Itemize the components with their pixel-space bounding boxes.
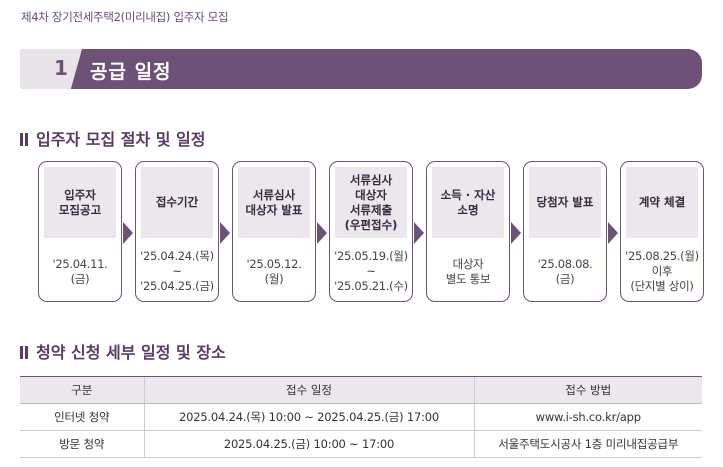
- step-box: 서류심사 대상자 서류제출 (우편접수) '25.05.19.(월) ~ '25…: [329, 161, 413, 302]
- section-number-box: [20, 49, 82, 89]
- heading-marker: [20, 133, 23, 146]
- step-title: 서류심사 대상자 서류제출 (우편접수): [335, 167, 407, 238]
- step-title: 당첨자 발표: [529, 167, 601, 238]
- table-cell: 방문 청약: [20, 430, 144, 458]
- section-title: 공급 일정: [90, 61, 172, 83]
- step-box: 접수기간 '25.04.24.(목) ~ '25.04.25.(금): [135, 161, 219, 302]
- step-box: 입주자 모집공고 '25.04.11. (금): [38, 161, 122, 302]
- step-arrow: [414, 222, 424, 244]
- step-arrow: [123, 222, 133, 244]
- step-arrow: [511, 222, 521, 244]
- application-heading-text: 청약 신청 세부 일정 및 장소: [36, 343, 226, 362]
- step-arrow: [220, 222, 230, 244]
- step-date: '25.05.12. (월): [246, 256, 302, 286]
- step-box: 소득 · 자산 소명 대상자 별도 통보: [426, 161, 510, 302]
- table-row: 인터넷 청약 2025.04.24.(목) 10:00 ~ 2025.04.25…: [20, 403, 702, 431]
- table-row: 방문 청약 2025.04.25.(금) 10:00 ~ 17:00 서울주택도…: [20, 430, 702, 458]
- table-cell: 인터넷 청약: [20, 403, 144, 431]
- procedure-heading: 입주자 모집 절차 및 일정: [20, 126, 205, 150]
- step-title: 서류심사 대상자 발표: [238, 167, 310, 238]
- table-cell: 서울주택도시공사 1층 미리내집공급부: [473, 430, 702, 458]
- step-title: 계약 체결: [626, 167, 698, 238]
- step-box: 서류심사 대상자 발표 '25.05.12. (월): [232, 161, 316, 302]
- table-header-row: 구분 접수 일정 접수 방법: [20, 376, 702, 404]
- document-title: 제4차 장기전세주택2(미리내집) 입주자 모집: [21, 10, 229, 24]
- step-title: 소득 · 자산 소명: [432, 167, 504, 238]
- procedure-heading-text: 입주자 모집 절차 및 일정: [36, 130, 206, 149]
- step-date: '25.08.08. (금): [537, 256, 593, 286]
- column-header: 접수 방법: [473, 376, 702, 404]
- step-date: '25.05.19.(월) ~ '25.05.21.(수): [334, 249, 408, 293]
- section-number: 1: [54, 56, 68, 80]
- step-title: 접수기간: [141, 167, 213, 238]
- table-cell: 2025.04.24.(목) 10:00 ~ 2025.04.25.(금) 17…: [143, 403, 474, 431]
- step-arrow: [317, 222, 327, 244]
- step-box: 계약 체결 '25.08.25.(월) 이후 (단지별 상이): [620, 161, 704, 302]
- heading-marker: [25, 133, 28, 146]
- application-heading: 청약 신청 세부 일정 및 장소: [20, 339, 226, 363]
- step-arrow: [608, 222, 618, 244]
- section-header-background: [20, 49, 702, 89]
- section-header: 1 공급 일정: [20, 49, 702, 89]
- application-schedule-table: 구분 접수 일정 접수 방법 인터넷 청약 2025.04.24.(목) 10:…: [20, 376, 702, 458]
- step-date: 대상자 별도 통보: [445, 256, 491, 286]
- table-cell: www.i-sh.co.kr/app: [473, 403, 702, 431]
- table-cell: 2025.04.25.(금) 10:00 ~ 17:00: [143, 430, 474, 458]
- column-header: 구분: [20, 376, 144, 404]
- step-date: '25.08.25.(월) 이후 (단지별 상이): [625, 249, 699, 293]
- step-title: 입주자 모집공고: [44, 167, 116, 238]
- heading-marker: [25, 346, 28, 359]
- column-header: 접수 일정: [143, 376, 474, 404]
- step-box: 당첨자 발표 '25.08.08. (금): [523, 161, 607, 302]
- step-date: '25.04.24.(목) ~ '25.04.25.(금): [140, 249, 214, 293]
- heading-marker: [20, 346, 23, 359]
- step-date: '25.04.11. (금): [52, 256, 108, 286]
